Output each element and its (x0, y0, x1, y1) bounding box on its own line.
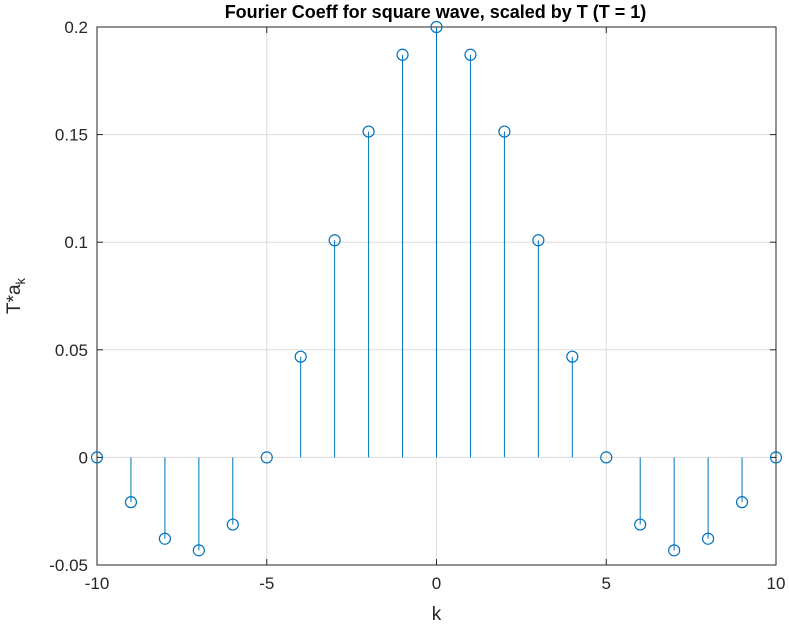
stem-marker (158, 532, 171, 545)
stem-series (90, 20, 783, 557)
stem-marker (498, 125, 511, 138)
stem-marker (464, 48, 477, 61)
tick-marks (97, 27, 776, 565)
y-axis-title-subscript: k (13, 277, 28, 284)
x-tick-label: 5 (602, 574, 611, 593)
stem-marker (362, 125, 375, 138)
y-tick-labels: -0.05 0 0.05 0.1 0.15 0.2 (49, 18, 88, 575)
stem-marker (701, 532, 715, 545)
stem-marker (124, 496, 138, 509)
x-tick-label: 10 (767, 574, 786, 593)
stem-marker (566, 350, 579, 363)
stem-marker (634, 518, 647, 531)
x-tick-label: -10 (85, 574, 110, 593)
y-tick-label: 0.1 (64, 233, 88, 252)
stem-marker (769, 451, 783, 464)
stem-marker (226, 518, 239, 531)
stem-marker (430, 20, 443, 34)
y-axis-title: T*ak (4, 277, 28, 314)
x-tick-label: 0 (432, 574, 441, 593)
stem-marker (668, 544, 681, 557)
y-tick-label: -0.05 (49, 556, 88, 575)
stem-marker (260, 451, 273, 464)
y-tick-label: 0 (79, 448, 88, 467)
stem-marker (90, 451, 104, 464)
y-tick-label: 0.15 (55, 126, 88, 145)
stem-marker (735, 496, 749, 509)
stem-marker (328, 234, 341, 247)
x-axis-title: k (432, 604, 442, 625)
stem-marker (532, 234, 545, 247)
chart-title: Fourier Coeff for square wave, scaled by… (225, 2, 647, 22)
x-tick-label: -5 (259, 574, 274, 593)
y-tick-label: 0.2 (64, 18, 88, 37)
stem-marker (600, 451, 613, 464)
y-axis-title-base: T*a (4, 284, 25, 314)
stem-marker (294, 350, 307, 363)
stem-marker (192, 544, 205, 557)
x-tick-labels: -10 -5 0 5 10 (85, 574, 786, 593)
y-tick-label: 0.05 (55, 341, 88, 360)
stem-marker (396, 48, 409, 61)
